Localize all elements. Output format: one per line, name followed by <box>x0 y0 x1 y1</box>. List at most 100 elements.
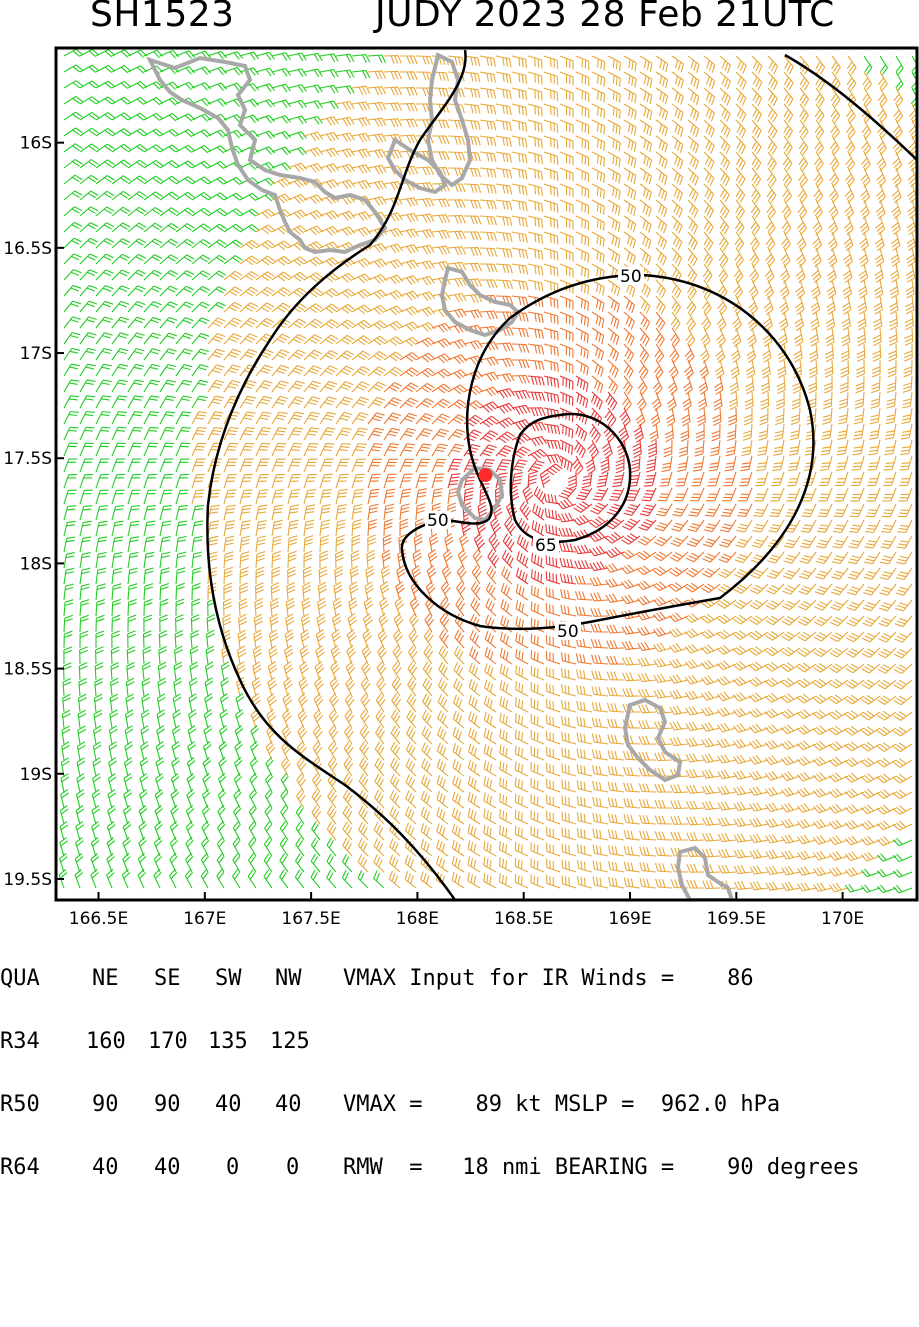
wind-barb <box>255 224 276 235</box>
wind-barb <box>255 411 272 425</box>
wind-barb <box>720 503 737 517</box>
wind-barb <box>796 247 807 268</box>
wind-barb <box>811 263 822 284</box>
wind-barb <box>652 375 663 396</box>
wind-barb <box>560 589 577 601</box>
wind-barb <box>127 458 142 473</box>
wind-barb <box>829 663 849 674</box>
wind-barb <box>577 859 593 873</box>
wind-barb <box>670 311 681 331</box>
wind-barb <box>751 87 763 107</box>
wind-barb <box>413 533 423 553</box>
wind-barb <box>335 504 347 521</box>
wind-barb <box>828 215 839 236</box>
wind-barb <box>171 725 181 745</box>
wind-barb <box>774 423 785 441</box>
wind-barb <box>367 70 387 80</box>
wind-barb <box>498 825 513 841</box>
lat-tick-label: 17S <box>20 344 52 364</box>
wind-barb <box>207 66 228 76</box>
wind-barb <box>681 407 691 427</box>
wind-barb <box>239 239 259 250</box>
wind-barb <box>423 629 434 649</box>
wind-barb <box>313 708 324 729</box>
wind-barb <box>287 193 308 204</box>
wind-barb <box>59 820 69 841</box>
wind-barb <box>588 530 609 543</box>
wind-barb <box>511 199 528 212</box>
wind-barb <box>191 145 212 154</box>
wind-barb <box>453 645 465 665</box>
wind-barb <box>653 535 673 547</box>
wind-barb <box>639 295 651 314</box>
wind-barb <box>204 677 214 697</box>
wind-barb <box>732 738 753 749</box>
wind-barb <box>106 820 116 841</box>
wind-barb <box>797 631 817 642</box>
wind-barb <box>637 535 657 546</box>
wind-barb <box>157 661 167 681</box>
wind-barb <box>773 439 785 456</box>
wind-barb <box>695 423 705 442</box>
wind-barb <box>545 698 561 713</box>
wind-barb <box>591 247 605 264</box>
wind-barb <box>431 458 447 473</box>
wind-barb <box>420 774 433 793</box>
wind-barb <box>239 224 260 233</box>
wind-barb <box>251 677 262 697</box>
wind-barb <box>591 733 609 745</box>
wind-barb <box>687 183 699 202</box>
wind-barb <box>479 415 499 428</box>
wind-barb <box>770 487 785 502</box>
wind-barb <box>881 503 897 518</box>
wind-barb <box>436 807 449 825</box>
wind-barb <box>367 473 381 489</box>
wind-barb <box>701 722 721 732</box>
wind-barb <box>111 253 131 265</box>
wind-barb <box>669 721 689 731</box>
wind-barb <box>159 614 168 633</box>
wind-barb <box>271 302 291 313</box>
wind-barb <box>156 725 165 745</box>
wind-barb <box>447 292 467 303</box>
wind-barb <box>620 579 641 590</box>
wind-barb <box>303 458 318 473</box>
wind-barb <box>143 583 154 601</box>
wind-barb <box>733 614 753 625</box>
wind-barb <box>271 349 290 361</box>
wind-barb <box>383 133 403 144</box>
wind-barb <box>623 782 641 793</box>
wind-barb <box>748 645 769 656</box>
wind-barb <box>607 199 621 216</box>
wind-barb <box>767 135 778 155</box>
wind-barb <box>863 55 873 75</box>
wind-barb <box>700 690 721 701</box>
wind-barb <box>558 487 577 500</box>
wind-barb <box>495 445 514 458</box>
wind-barb <box>447 384 468 395</box>
wind-barb <box>334 565 344 585</box>
wind-barb <box>207 239 227 249</box>
wind-barb <box>719 215 730 235</box>
wind-barb <box>702 263 713 283</box>
wind-barb <box>797 199 808 220</box>
wind-barb <box>342 837 353 857</box>
wind-barb <box>701 800 721 811</box>
wind-barb <box>351 350 371 361</box>
wind-barb <box>175 348 193 361</box>
wind-barb <box>652 596 673 607</box>
wind-barb <box>621 640 641 651</box>
wind-barb <box>335 442 351 457</box>
wind-barb <box>428 533 439 553</box>
wind-barb <box>590 391 603 410</box>
wind-barb <box>687 151 699 170</box>
wind-barb <box>383 366 403 377</box>
wind-barb <box>499 696 513 713</box>
wind-barb <box>859 231 870 252</box>
wind-barb <box>223 551 234 569</box>
wind-barb <box>559 135 574 150</box>
wind-barb <box>591 327 605 345</box>
wind-barb <box>415 229 435 239</box>
wind-barb <box>287 349 306 361</box>
wind-barb <box>894 647 913 659</box>
